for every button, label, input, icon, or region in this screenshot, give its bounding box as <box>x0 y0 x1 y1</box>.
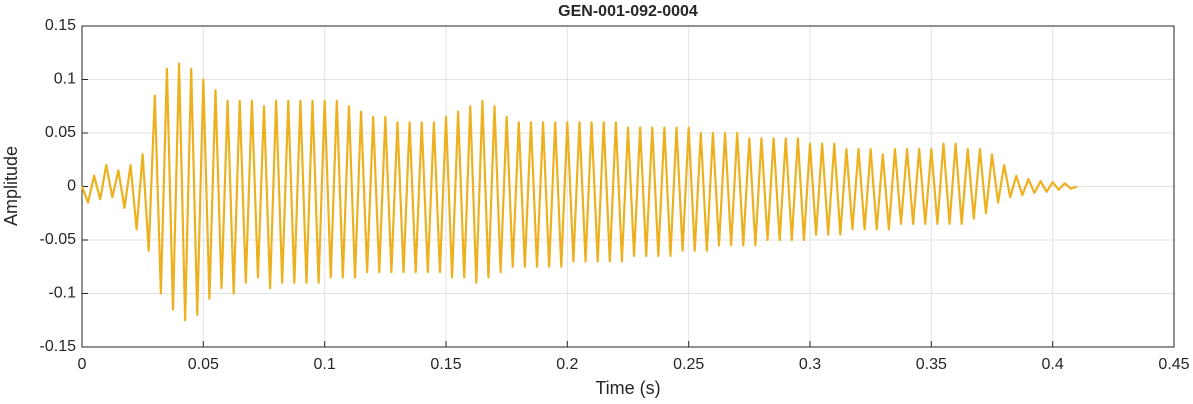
chart-title: GEN-001-092-0004 <box>558 3 698 20</box>
y-tick-label: 0.15 <box>45 17 76 34</box>
x-tick-label: 0.3 <box>799 356 821 373</box>
y-axis-label: Amplitude <box>1 146 21 226</box>
x-tick-label: 0.2 <box>556 356 578 373</box>
y-tick-label: -0.1 <box>48 285 76 302</box>
waveform-line <box>80 62 1078 322</box>
x-axis-label: Time (s) <box>595 378 660 398</box>
x-tick-label: 0.05 <box>188 356 219 373</box>
y-tick-label: 0.1 <box>54 71 76 88</box>
y-tick-label: -0.15 <box>40 338 77 355</box>
y-tick-label: 0 <box>67 178 76 195</box>
x-tick-label: 0.1 <box>314 356 336 373</box>
x-tick-label: 0.4 <box>1042 356 1064 373</box>
x-tick-label: 0.25 <box>673 356 704 373</box>
y-tick-label: -0.05 <box>40 231 77 248</box>
y-tick-label: 0.05 <box>45 124 76 141</box>
x-tick-label: 0.45 <box>1158 356 1189 373</box>
x-tick-label: 0 <box>78 356 87 373</box>
x-tick-label: 0.35 <box>916 356 947 373</box>
x-tick-label: 0.15 <box>430 356 461 373</box>
